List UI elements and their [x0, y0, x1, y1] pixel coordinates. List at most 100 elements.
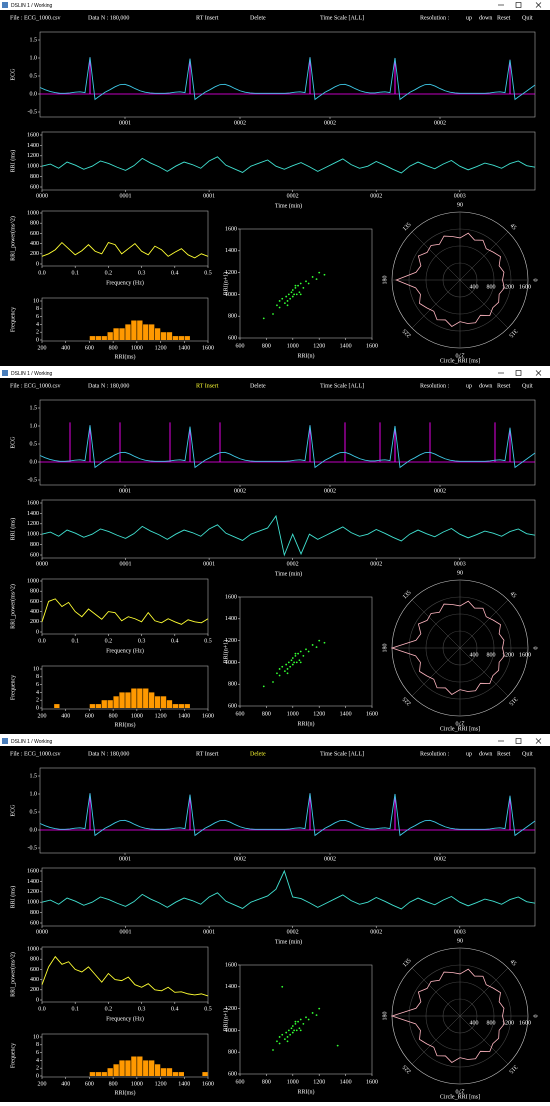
scatter-point	[291, 1031, 294, 1034]
menu-time-scale[interactable]: Time Scale [ALL]	[320, 15, 364, 21]
y-tick-label: 2	[36, 330, 39, 336]
y-tick-label: 1400	[27, 143, 39, 149]
angle-tick-label: 90	[457, 938, 463, 944]
menu-file[interactable]: File : ECG_1000.csv	[10, 383, 61, 389]
y-tick-label: 1400	[225, 248, 237, 254]
x-tick-label: 0002	[287, 193, 299, 199]
menu-rt-insert[interactable]: RT Insert	[196, 15, 219, 21]
angle-tick-label: 270	[456, 1088, 465, 1094]
menu-delete[interactable]: Delete	[250, 383, 266, 389]
x-axis-label: RRI(ms)	[115, 353, 136, 360]
x-tick-label: 1400	[340, 1079, 352, 1085]
menu-quit[interactable]: Quit	[522, 383, 533, 389]
menu-down[interactable]: down	[479, 751, 492, 757]
maximize-button[interactable]	[515, 370, 522, 376]
menu-rt-insert[interactable]: RT Insert	[196, 383, 219, 389]
histogram-bar	[160, 1068, 167, 1076]
angle-tick-label: 225	[402, 327, 413, 338]
histogram-bar	[160, 696, 167, 708]
y-tick-label: 200	[30, 987, 39, 993]
scatter-point	[281, 297, 284, 300]
histogram-bar	[178, 704, 184, 708]
maximize-button[interactable]	[515, 738, 522, 744]
x-tick-label: 800	[262, 343, 271, 349]
scatter-point	[315, 278, 318, 281]
y-tick-label: 800	[228, 1050, 237, 1056]
menu-time-scale[interactable]: Time Scale [ALL]	[320, 383, 364, 389]
histogram-bar	[172, 1072, 179, 1076]
window-body	[0, 736, 550, 1102]
menu-down[interactable]: down	[479, 15, 492, 21]
y-tick-label: 0.0	[30, 827, 38, 833]
scatter-point	[293, 661, 296, 664]
histogram-bar	[131, 320, 137, 340]
x-tick-label: 0.4	[171, 638, 179, 644]
x-tick-label: 0001	[120, 193, 132, 199]
x-tick-label: 0002	[434, 856, 446, 862]
y-tick-label: 400	[30, 977, 39, 983]
scatter-point	[272, 1049, 274, 1051]
menu-file[interactable]: File : ECG_1000.csv	[10, 751, 61, 757]
scatter-point	[336, 1044, 339, 1047]
y-tick-label: 0	[36, 337, 39, 343]
close-button[interactable]	[535, 2, 542, 8]
angle-tick-label: 270	[456, 720, 465, 726]
scatter-point	[299, 650, 302, 653]
window-body	[0, 0, 550, 366]
histogram-bar	[143, 324, 149, 340]
angle-tick-label: 90	[457, 570, 463, 576]
menu-up[interactable]: up	[466, 751, 472, 757]
histogram-bar	[137, 1056, 143, 1076]
y-tick-label: 1400	[27, 879, 39, 885]
menu-down[interactable]: down	[479, 383, 492, 389]
y-tick-label: 0	[36, 629, 39, 635]
x-tick-label: 1600	[202, 713, 214, 719]
angle-tick-label: 315	[507, 695, 518, 706]
menu-delete[interactable]: Delete	[250, 751, 266, 757]
radial-tick-label: 1200	[502, 1020, 514, 1026]
close-button[interactable]	[535, 738, 542, 744]
menu-up[interactable]: up	[466, 15, 472, 21]
radial-tick-label: 400	[470, 1020, 479, 1026]
plot-frame	[41, 867, 536, 927]
menu-time-scale[interactable]: Time Scale [ALL]	[320, 751, 364, 757]
menu-data-n[interactable]: Data N : 180,000	[88, 751, 129, 757]
histogram-bar	[107, 332, 113, 340]
scatter-point	[302, 286, 305, 289]
menu-quit[interactable]: Quit	[522, 15, 533, 21]
menu-delete[interactable]: Delete	[250, 15, 266, 21]
x-tick-label: 800	[109, 1081, 118, 1087]
y-tick-label: 1000	[27, 210, 39, 216]
histogram-bar	[160, 332, 167, 340]
menu-reset[interactable]: Reset	[497, 15, 511, 21]
menu-rt-insert[interactable]: RT Insert	[196, 751, 219, 757]
x-tick-label: 600	[236, 711, 245, 717]
scatter-point	[272, 313, 274, 315]
radial-tick-label: 1200	[502, 652, 514, 658]
x-tick-label: 0003	[454, 561, 466, 567]
x-tick-label: 1000	[287, 711, 299, 717]
menu-quit[interactable]: Quit	[522, 751, 533, 757]
scatter-point	[291, 1025, 294, 1027]
menu-data-n[interactable]: Data N : 180,000	[88, 15, 129, 21]
y-tick-label: 4	[36, 1058, 39, 1064]
maximize-button[interactable]	[515, 2, 522, 8]
x-tick-label: 0003	[454, 193, 466, 199]
menu-up[interactable]: up	[466, 383, 472, 389]
menu-reset[interactable]: Reset	[497, 383, 511, 389]
x-tick-label: 0.1	[71, 270, 79, 276]
menu-data-n[interactable]: Data N : 180,000	[88, 383, 129, 389]
y-tick-label: 600	[30, 231, 39, 237]
x-tick-label: 600	[236, 343, 245, 349]
menu-file[interactable]: File : ECG_1000.csv	[10, 15, 61, 21]
scatter-point	[276, 304, 278, 307]
angle-tick-label: 45	[509, 223, 517, 231]
histogram-bar	[178, 1072, 184, 1076]
close-button[interactable]	[535, 370, 542, 376]
y-tick-label: 1600	[225, 226, 237, 232]
menu-reset[interactable]: Reset	[497, 751, 511, 757]
histogram-bar	[154, 1064, 161, 1076]
y-tick-label: 1000	[27, 164, 39, 170]
window-title: DSLIN 1 / Working	[11, 371, 53, 377]
scatter-point	[278, 1042, 281, 1045]
